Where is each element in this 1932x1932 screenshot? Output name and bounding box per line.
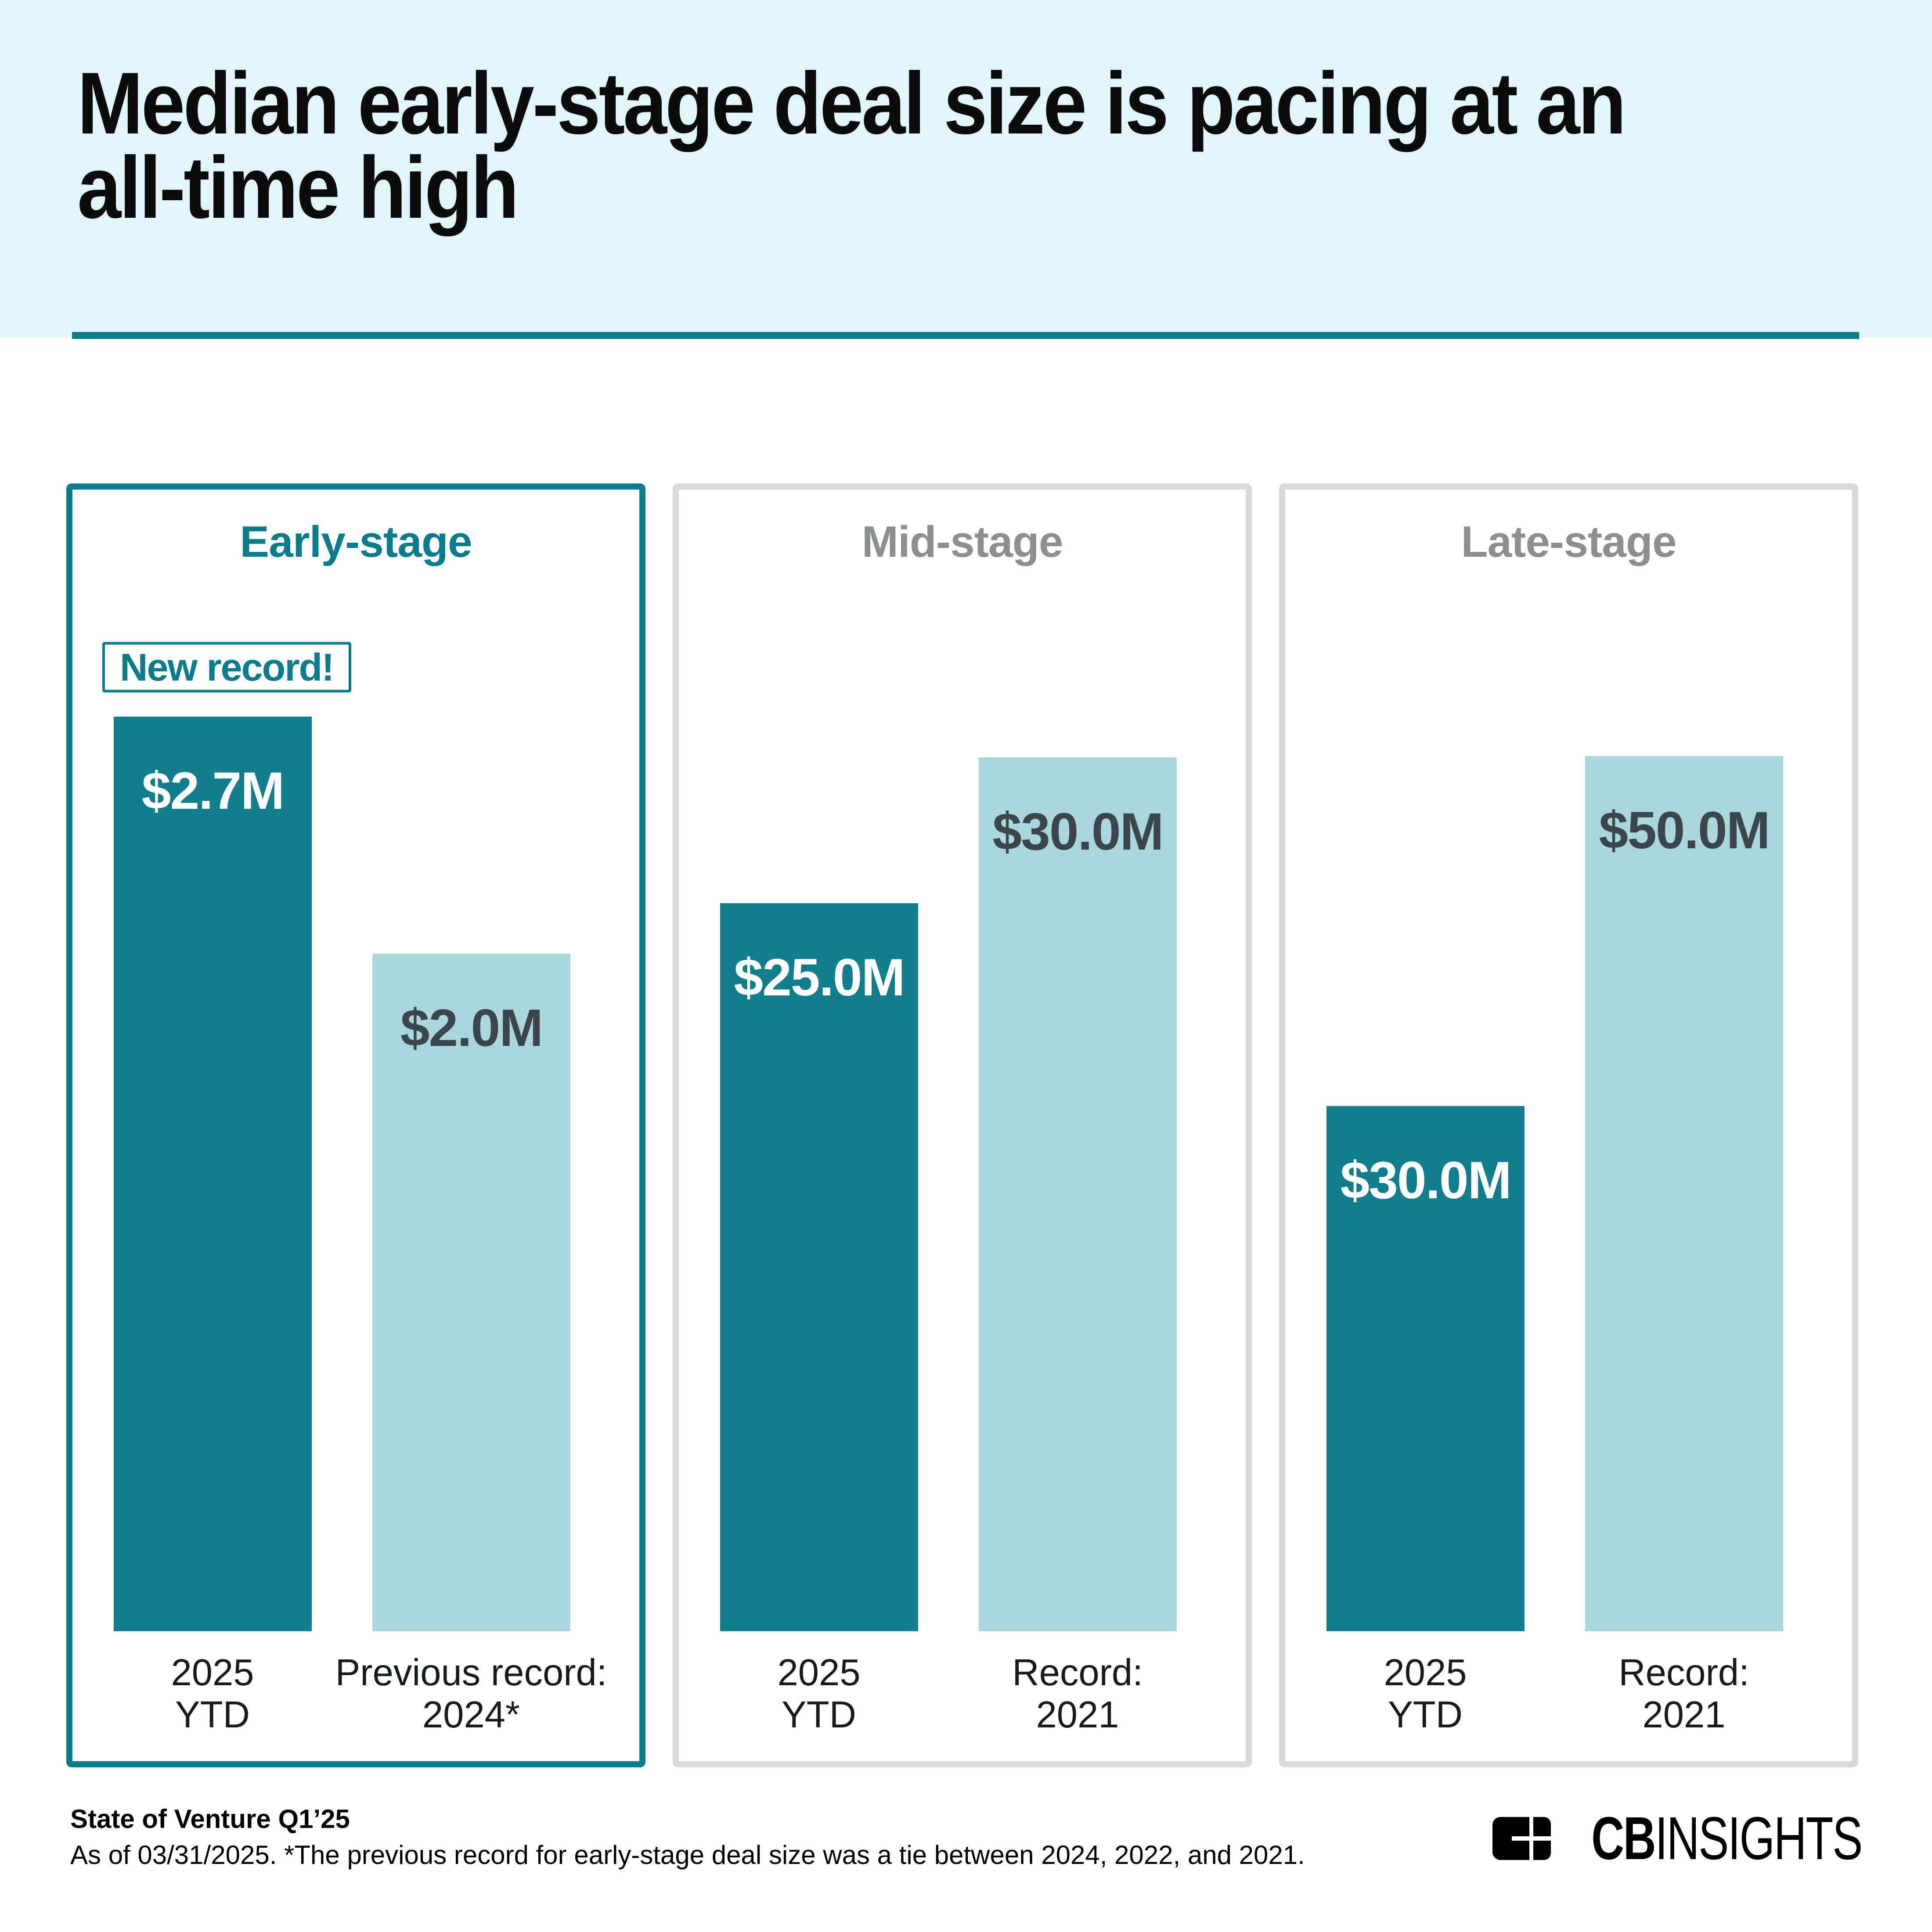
panel-early-stage: Early-stage New record! $2.7M $2.0M 2025… [66,483,645,1767]
cbinsights-logo-icon [1492,1817,1551,1860]
logo-text-cb: CB [1591,1805,1656,1872]
bar-late-record-2021: $50.0M [1585,756,1783,1631]
axis-label-early-2025: 2025 YTD [15,1652,410,1736]
bar-value-label: $25.0M [734,948,905,1007]
page-title: Median early-stage deal size is pacing a… [77,54,1626,237]
bar-late-2025-ytd: $30.0M [1326,1106,1525,1631]
bar-mid-2025-ytd: $25.0M [720,903,918,1631]
new-record-badge: New record! [102,642,351,693]
cbinsights-logo-text: CB INSIGHTS [1591,1808,1863,1869]
panel-title-late: Late-stage [1461,517,1676,566]
axis-label-line: YTD [1388,1694,1463,1736]
axis-label-line: 2025 [1384,1652,1467,1694]
bar-value-label: $30.0M [1340,1151,1511,1210]
panel-title-mid: Mid-stage [861,517,1063,566]
axis-label-line: 2025 [171,1652,254,1694]
axis-label-line: Record: [1618,1652,1749,1694]
teal-divider [72,332,1859,339]
axis-label-late-record: Record: 2021 [1486,1652,1882,1736]
bar-value-label: $30.0M [992,802,1164,861]
axis-label-line: 2024* [422,1694,520,1736]
axis-label-line: YTD [175,1694,250,1736]
footer-note: As of 03/31/2025. *The previous record f… [70,1840,1305,1870]
axis-label-line: 2025 [777,1652,861,1694]
page-title-line1: Median early-stage deal size is pacing a… [77,54,1626,152]
cbinsights-logo: CB INSIGHTS [1492,1808,1863,1869]
axis-label-mid-record: Record: 2021 [880,1652,1275,1736]
panel-late-stage: Late-stage $30.0M $50.0M 2025 YTD Record… [1279,483,1858,1767]
bar-value-label: $2.0M [400,998,544,1057]
new-record-badge-label: New record! [120,645,335,689]
bar-value-label: $2.7M [141,761,285,820]
axis-label-line: Record: [1012,1652,1143,1694]
panel-title-early: Early-stage [240,517,472,566]
axis-label-mid-2025: 2025 YTD [621,1652,1016,1736]
axis-label-line: Previous record: [335,1652,607,1694]
header-band [0,0,1932,337]
axis-label-late-2025: 2025 YTD [1228,1652,1623,1736]
axis-label-line: 2021 [1036,1694,1119,1736]
logo-icon-bottom-right-block [1533,1841,1551,1860]
axis-label-early-previous: Previous record: 2024* [274,1652,669,1736]
bar-mid-record-2021: $30.0M [979,757,1177,1631]
footer-source: State of Venture Q1’25 [70,1804,350,1834]
bar-early-previous-record: $2.0M [372,954,570,1631]
bar-early-2025-ytd: $2.7M [114,717,312,1631]
bar-value-label: $50.0M [1599,801,1770,860]
logo-icon-slot [1512,1836,1533,1841]
axis-label-line: YTD [782,1694,856,1736]
axis-label-line: 2021 [1642,1694,1726,1736]
panel-mid-stage: Mid-stage $25.0M $30.0M 2025 YTD Record:… [673,483,1252,1767]
logo-icon-top-right-block [1533,1817,1551,1836]
logo-text-insights: INSIGHTS [1655,1805,1863,1872]
page-title-line2: all-time high [77,139,519,237]
